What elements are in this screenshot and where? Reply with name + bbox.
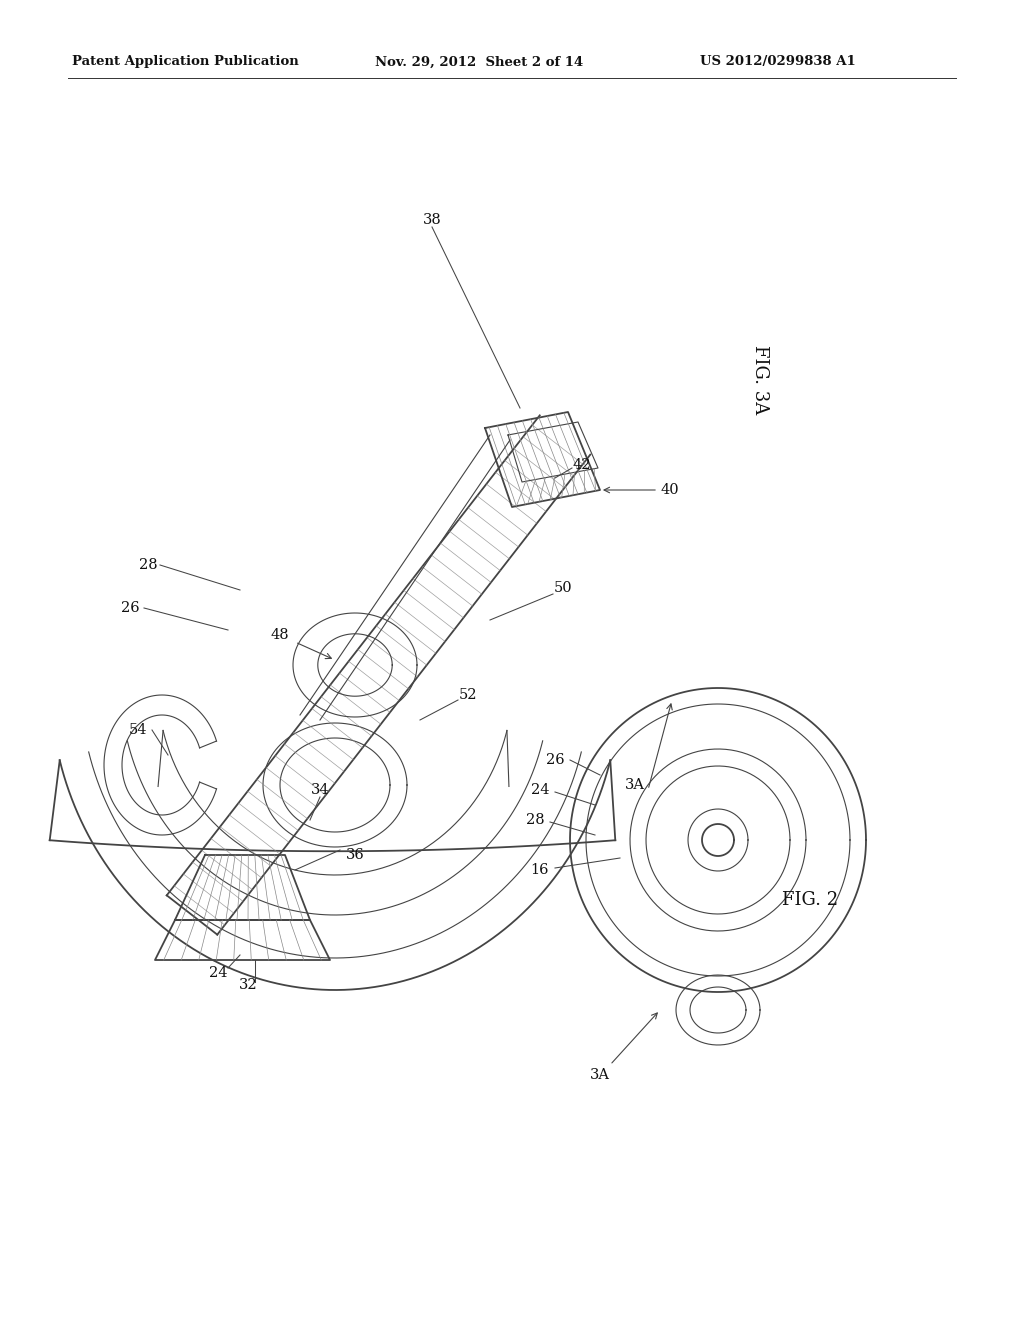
Text: FIG. 3A: FIG. 3A (751, 346, 769, 414)
Text: 3A: 3A (625, 777, 645, 792)
Text: 3A: 3A (590, 1068, 610, 1082)
Text: 52: 52 (459, 688, 477, 702)
Text: 48: 48 (270, 628, 290, 642)
Text: 42: 42 (572, 458, 591, 473)
Text: 16: 16 (530, 863, 549, 876)
Text: 36: 36 (346, 847, 365, 862)
Text: 50: 50 (554, 581, 572, 595)
Text: 28: 28 (138, 558, 158, 572)
Text: US 2012/0299838 A1: US 2012/0299838 A1 (700, 55, 856, 69)
Text: 28: 28 (525, 813, 545, 828)
Text: 32: 32 (239, 978, 257, 993)
Text: 34: 34 (310, 783, 330, 797)
Text: 24: 24 (209, 966, 227, 979)
Text: 24: 24 (530, 783, 549, 797)
Text: FIG. 2: FIG. 2 (782, 891, 838, 909)
Text: Patent Application Publication: Patent Application Publication (72, 55, 299, 69)
Text: 26: 26 (121, 601, 139, 615)
Text: 40: 40 (660, 483, 679, 498)
Text: 26: 26 (546, 752, 564, 767)
Text: 54: 54 (129, 723, 147, 737)
Text: 38: 38 (423, 213, 441, 227)
Text: Nov. 29, 2012  Sheet 2 of 14: Nov. 29, 2012 Sheet 2 of 14 (375, 55, 584, 69)
